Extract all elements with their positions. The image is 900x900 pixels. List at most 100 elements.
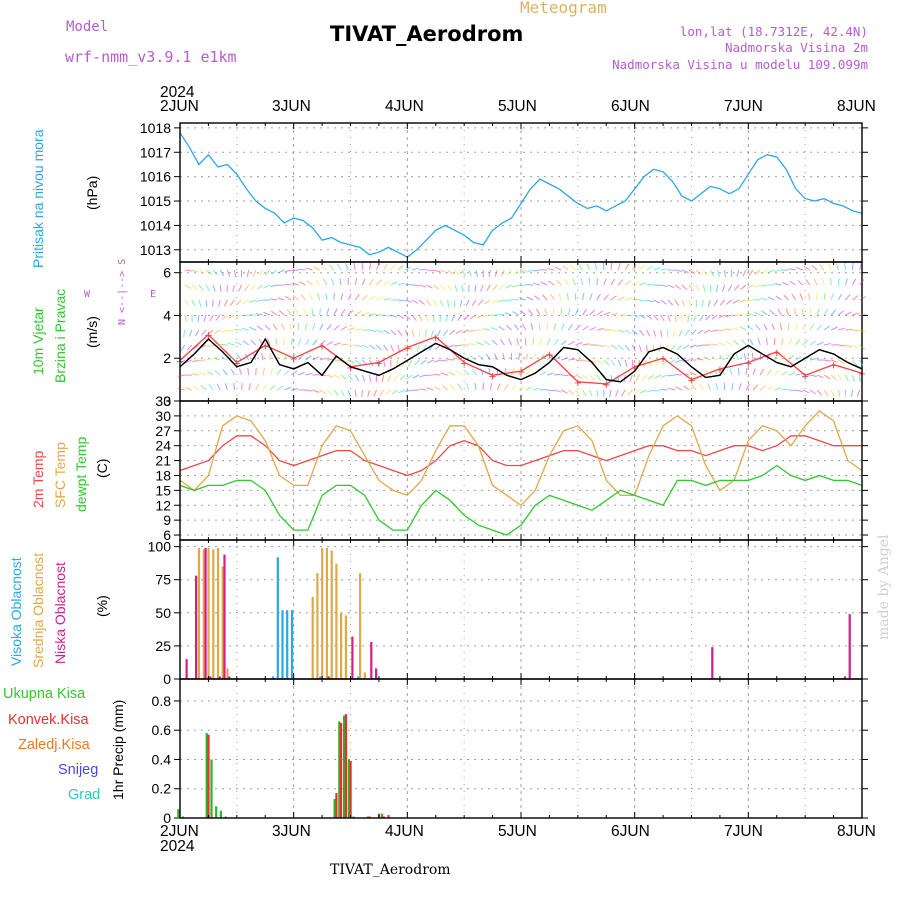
wind-arrow — [387, 374, 392, 382]
wind-arrow — [830, 309, 837, 316]
wind-arrow — [266, 338, 271, 346]
wind-arrow — [621, 389, 626, 397]
wind-arrow — [447, 344, 455, 348]
wind-arrow — [390, 329, 397, 336]
y-tick-label: 0.2 — [152, 781, 172, 797]
wind-arrow — [457, 314, 463, 321]
wind-arrow — [844, 278, 848, 286]
wind-arrow — [852, 374, 855, 382]
wind-arrow — [802, 339, 809, 346]
panel-frame-temp — [179, 400, 863, 541]
wind-arrow — [809, 340, 816, 346]
wind-arrow — [486, 284, 491, 292]
bar-cloud-1 — [226, 668, 229, 679]
wind-arrow — [483, 314, 491, 318]
y-tick-label: 15 — [155, 482, 171, 498]
wind-arrow — [177, 374, 185, 377]
wind-arrow — [191, 373, 200, 376]
wind-arrow — [837, 277, 840, 286]
wind-arrow — [624, 344, 630, 351]
wind-arrow — [816, 389, 823, 396]
wind-arrow — [831, 326, 838, 331]
wind-arrow — [575, 374, 582, 379]
wind-arrow — [610, 312, 618, 316]
wind-arrow — [219, 269, 225, 277]
wind-arrow — [589, 389, 593, 397]
wind-arrow — [838, 344, 846, 347]
wind-arrow — [277, 297, 285, 301]
y-tick-label: 18 — [155, 467, 171, 483]
bar-precip-0 — [366, 816, 369, 818]
wind-arrow — [660, 299, 667, 305]
wind-arrow — [582, 293, 585, 301]
wind-arrow — [250, 339, 257, 346]
series-line-temp-0 — [179, 435, 862, 477]
wind-arrow — [362, 344, 369, 349]
wind-arrow — [447, 284, 452, 292]
wind-arrow — [184, 284, 192, 289]
wind-arrow — [488, 269, 491, 277]
wind-arrow — [596, 293, 601, 301]
wind-arrow — [178, 359, 186, 365]
wind-arrow — [830, 374, 837, 381]
bar-precip-1 — [368, 816, 371, 818]
wind-arrow — [739, 326, 747, 331]
wind-arrow — [291, 388, 299, 391]
wind-arrow — [838, 327, 846, 331]
wind-arrow — [682, 359, 690, 362]
wind-arrow — [425, 314, 429, 322]
wind-arrow — [362, 311, 370, 316]
wind-arrow — [830, 277, 832, 286]
wind-arrow — [660, 314, 665, 322]
wind-arrow — [647, 374, 654, 380]
wind-arrow — [347, 327, 355, 331]
wind-arrow — [354, 374, 360, 382]
wind-arrow — [743, 353, 747, 361]
wind-arrow — [766, 353, 770, 361]
day-top-0: 2JUN — [160, 98, 199, 115]
wind-arrow — [198, 269, 206, 274]
wind-arrow — [256, 325, 264, 331]
wind-arrow — [522, 323, 527, 331]
wind-arrow — [567, 324, 573, 331]
wind-arrow — [255, 313, 263, 316]
gust-marker: + — [318, 338, 326, 353]
wind-arrow — [632, 281, 639, 286]
wind-arrow — [449, 329, 456, 336]
wind-arrow — [298, 354, 304, 361]
wind-arrow — [419, 268, 427, 271]
wind-arrow — [226, 269, 231, 277]
wind-arrow — [347, 389, 351, 397]
wind-arrow — [536, 308, 541, 316]
wind-arrow — [707, 383, 711, 391]
wind-arrow — [454, 284, 458, 292]
wind-arrow — [725, 341, 733, 346]
wind-arrow — [512, 311, 519, 316]
wind-arrow — [242, 340, 249, 346]
series-line-pressure-0 — [179, 132, 863, 258]
wind-arrow — [624, 329, 632, 334]
wind-arrow — [498, 284, 505, 290]
wind-arrow — [609, 389, 612, 397]
wind-arrow — [404, 329, 409, 337]
wind-arrow — [284, 269, 292, 273]
bar-precip-1 — [349, 760, 352, 818]
wind-arrow — [809, 358, 817, 361]
wind-arrow — [582, 308, 587, 316]
wind-arrow — [803, 265, 811, 271]
wind-arrow — [717, 269, 720, 277]
wind-arrow — [500, 269, 505, 277]
wind-arrow — [303, 308, 306, 316]
wind-arrow — [721, 368, 726, 376]
bar-precip-0 — [224, 816, 227, 818]
wind-arrow — [405, 389, 413, 393]
wind-arrow — [603, 311, 611, 316]
wind-arrow — [512, 269, 519, 275]
wind-arrow — [448, 371, 455, 376]
wind-arrow — [461, 284, 464, 292]
wind-arrow — [376, 279, 382, 286]
wind-arrow — [485, 353, 491, 361]
wind-arrow — [639, 265, 646, 271]
wind-arrow — [757, 338, 761, 346]
bar-cloud-0 — [281, 610, 284, 679]
